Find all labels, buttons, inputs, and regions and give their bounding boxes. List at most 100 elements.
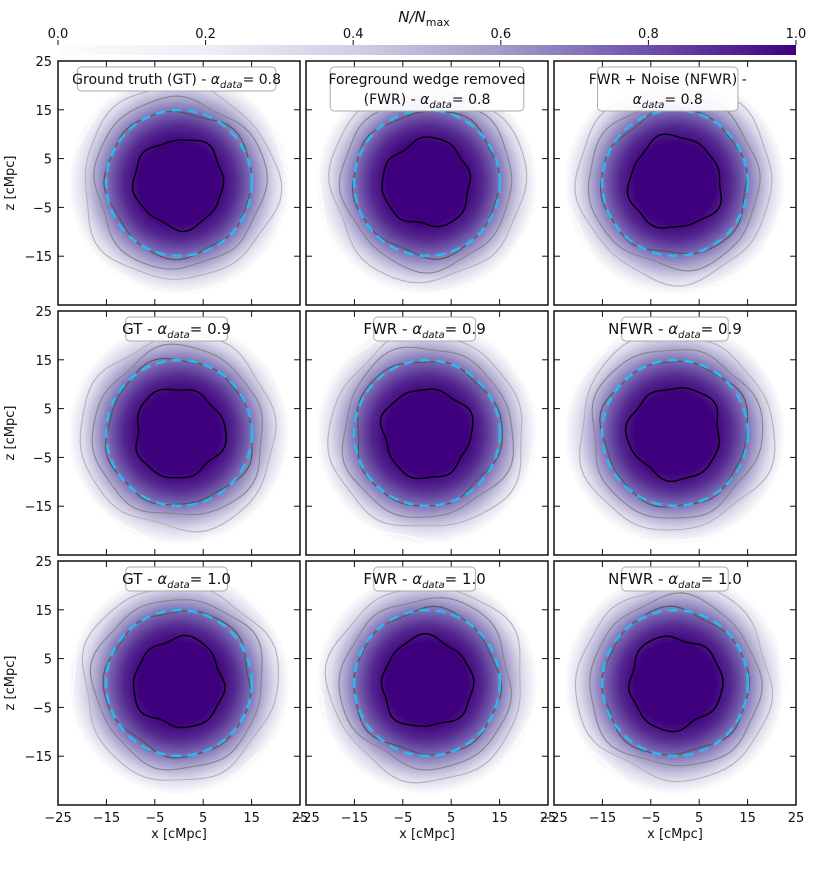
y-tick-label: 15: [35, 354, 52, 369]
x-tick-label: 15: [739, 811, 756, 826]
contour-level-1: [380, 632, 475, 728]
colorbar-tick-label: 0.4: [343, 27, 364, 42]
x-tick-label: 25: [788, 811, 805, 826]
contour-level-4: [578, 335, 776, 531]
contour-level-1: [624, 387, 721, 483]
colorbar-tick-label: 1.0: [786, 27, 807, 42]
x-tick-label: 15: [491, 811, 508, 826]
x-axis-label: x [cMpc]: [399, 827, 455, 842]
panel: FWR + Noise (NFWR) - αdata= 0.8: [553, 60, 797, 306]
contour-level-4: [324, 587, 521, 784]
x-tick-label: −15: [589, 811, 616, 826]
x-axis-label: x [cMpc]: [647, 827, 703, 842]
contour-level-1: [628, 635, 724, 733]
panel-title-box: [125, 316, 228, 342]
panel-title: Foreground wedge removed: [328, 72, 525, 88]
contour-level-1: [626, 133, 723, 229]
contour-level-3: [93, 95, 268, 270]
colorbar-tick-label: 0.2: [195, 27, 216, 42]
panel-grid: Ground truth (GT) - αdata= 0.8 25 15 5 −5 −15…: [3, 55, 804, 842]
contour-level-5: [557, 572, 784, 799]
x-tick-label: 5: [447, 811, 455, 826]
x-tick-label: −25: [540, 811, 567, 826]
y-tick-label: 5: [44, 403, 52, 418]
y-axis-label: z [cMpc]: [3, 406, 18, 461]
contour-level-5: [313, 572, 541, 797]
y-tick-label: 25: [35, 305, 52, 320]
panel-title-box: [373, 566, 476, 592]
reference-circle: [104, 358, 254, 508]
contour-level-5: [560, 316, 786, 542]
contour-level-1: [379, 388, 474, 480]
contour-level-4: [327, 331, 523, 527]
y-tick-label: 5: [44, 653, 52, 668]
contour-level-2: [351, 110, 501, 260]
density-heatmap: [67, 570, 291, 796]
panel-title-box: [373, 316, 476, 342]
contour-level-5: [312, 317, 539, 546]
colorbar-tick-label: 0.6: [490, 27, 511, 42]
panel-title: FWR - αdata= 1.0: [363, 570, 485, 591]
panel-frame: [305, 60, 549, 306]
density-heatmap: [315, 70, 539, 296]
contour-level-2: [102, 610, 252, 759]
panel-title: FWR + Noise (NFWR) -: [589, 72, 747, 88]
contour-level-3: [589, 592, 763, 767]
contour-level-1: [135, 388, 227, 479]
panel-title-box: [76, 66, 277, 92]
y-tick-label: 5: [44, 153, 52, 168]
x-tick-label: 25: [292, 811, 309, 826]
colorbar-gradient: [58, 45, 796, 55]
panel: NFWR - αdata= 0.9: [553, 310, 797, 556]
contour-level-1: [132, 634, 226, 729]
contour-level-3: [341, 346, 515, 518]
panel-title-box: [621, 316, 729, 342]
x-tick-label: −25: [44, 811, 71, 826]
panel: FWR - αdata= 0.9: [305, 310, 549, 556]
contour-level-1: [131, 139, 225, 233]
contour-level-3: [91, 343, 263, 516]
density-heatmap: [563, 570, 787, 796]
panel-frame: [57, 310, 301, 556]
panel-frame: [305, 560, 549, 806]
y-tick-label: 15: [35, 104, 52, 119]
reference-circle: [352, 608, 502, 758]
panel-title-box: [621, 566, 729, 592]
x-tick-label: 5: [199, 811, 207, 826]
panel-frame: [57, 560, 301, 806]
density-heatmap: [563, 70, 787, 296]
panel: Foreground wedge removed (FWR) - αdata= 0…: [305, 60, 549, 306]
y-axis-label: z [cMpc]: [3, 156, 18, 211]
density-heatmap: [563, 320, 787, 546]
reference-circle: [600, 608, 750, 758]
panel-title: (FWR) - αdata= 0.8: [364, 92, 491, 111]
panel-title: GT - αdata= 1.0: [122, 570, 231, 591]
colorbar-ticks: 0.0 0.2 0.4 0.6 0.8 1.0: [48, 27, 807, 45]
panel-title-box: [329, 66, 525, 112]
y-tick-label: −15: [25, 750, 52, 765]
contour-level-4: [574, 583, 774, 783]
panel: GT - αdata= 1.0 25 15 5 −5 −15 z [cMpc] −25 −15 −…: [3, 555, 308, 842]
panel-frame: [57, 60, 301, 306]
y-tick-label: −5: [33, 451, 52, 466]
reference-circle: [352, 358, 502, 508]
density-heatmap: [315, 570, 539, 796]
panel-title: GT - αdata= 0.9: [122, 320, 231, 341]
panel: Ground truth (GT) - αdata= 0.8 25 15 5 −5 −15…: [3, 55, 301, 306]
panel-title-box: [597, 66, 739, 112]
contour-level-5: [70, 573, 296, 796]
colorbar: N/Nmax 0.0 0.2 0.4 0.6 0.8 1.0: [48, 8, 807, 55]
contour-level-3: [89, 598, 263, 771]
contour-level-4: [81, 586, 280, 781]
panel-frame: [553, 560, 797, 806]
x-tick-label: −15: [341, 811, 368, 826]
x-axis-label: x [cMpc]: [151, 827, 207, 842]
panel-frame: [305, 310, 549, 556]
panel-title-box: [125, 566, 228, 592]
x-tick-label: −25: [292, 811, 319, 826]
colorbar-tick-label: 0.8: [638, 27, 659, 42]
y-tick-label: −15: [25, 500, 52, 515]
x-tick-label: −5: [145, 811, 164, 826]
panel-frame: [553, 310, 797, 556]
